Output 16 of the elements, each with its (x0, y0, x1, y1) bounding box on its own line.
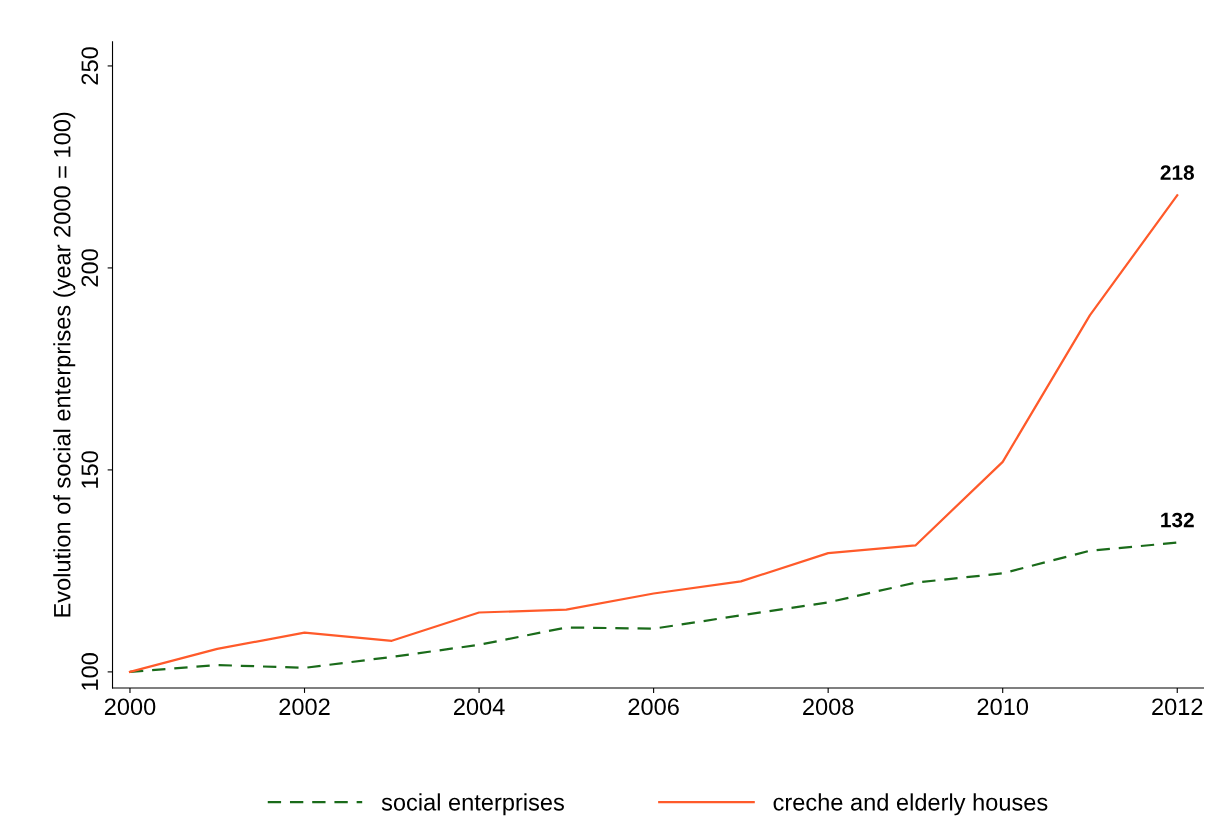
x-tick-label: 2000 (104, 698, 156, 716)
y-tick-label: 250 (81, 47, 99, 85)
x-tick-label: 2012 (1152, 698, 1203, 716)
x-tick-label: 2004 (453, 698, 505, 716)
x-tick-label: 2010 (977, 698, 1029, 716)
data-label: 218 (1160, 165, 1194, 180)
x-tick-label: 2006 (628, 698, 679, 716)
y-axis-title: Evolution of social enterprises (year 2000 = 100) (53, 112, 76, 617)
x-tick-label: 2008 (803, 698, 854, 716)
y-tick-label: 150 (81, 451, 99, 488)
y-tick-label: 200 (81, 249, 99, 287)
legend-label: social enterprises (381, 793, 564, 816)
legend-label: creche and elderly houses (773, 793, 1048, 816)
y-tick-label: 100 (81, 653, 99, 690)
x-tick-label: 2002 (279, 698, 330, 716)
data-label: 132 (1161, 512, 1194, 528)
